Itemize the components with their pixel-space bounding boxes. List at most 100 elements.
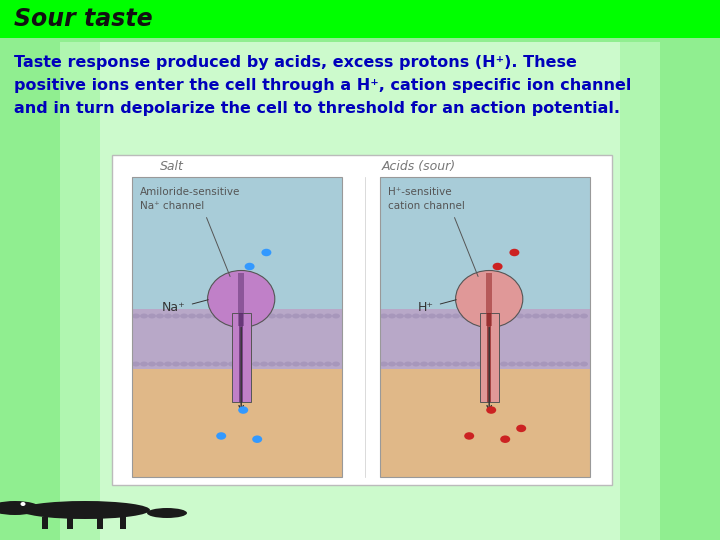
Ellipse shape xyxy=(204,314,212,319)
Ellipse shape xyxy=(516,361,524,367)
Ellipse shape xyxy=(436,314,444,319)
Ellipse shape xyxy=(260,314,268,319)
Ellipse shape xyxy=(244,361,252,367)
Ellipse shape xyxy=(236,361,244,367)
Ellipse shape xyxy=(444,314,452,319)
Text: Acids (sour): Acids (sour) xyxy=(382,160,456,173)
Ellipse shape xyxy=(300,314,308,319)
Bar xyxy=(380,177,590,477)
Ellipse shape xyxy=(460,314,468,319)
Text: Na⁺: Na⁺ xyxy=(162,301,186,314)
Bar xyxy=(100,42,620,540)
Ellipse shape xyxy=(532,314,540,319)
Ellipse shape xyxy=(540,361,548,367)
Text: Sour taste: Sour taste xyxy=(14,7,153,31)
Bar xyxy=(0,505,20,513)
Text: H⁺: H⁺ xyxy=(418,301,433,314)
Ellipse shape xyxy=(308,361,316,367)
Ellipse shape xyxy=(510,249,519,256)
Ellipse shape xyxy=(508,361,516,367)
Bar xyxy=(60,42,660,540)
Ellipse shape xyxy=(324,314,332,319)
Ellipse shape xyxy=(0,501,40,515)
Ellipse shape xyxy=(564,314,572,319)
Text: cation channel: cation channel xyxy=(388,201,465,211)
Ellipse shape xyxy=(428,314,436,319)
Ellipse shape xyxy=(261,249,271,256)
Ellipse shape xyxy=(380,314,388,319)
Ellipse shape xyxy=(476,314,484,319)
Ellipse shape xyxy=(236,314,244,319)
Ellipse shape xyxy=(276,361,284,367)
Bar xyxy=(238,273,244,326)
Ellipse shape xyxy=(148,314,156,319)
Ellipse shape xyxy=(300,361,308,367)
Bar xyxy=(132,309,342,369)
Ellipse shape xyxy=(140,314,148,319)
Ellipse shape xyxy=(548,314,556,319)
Ellipse shape xyxy=(180,314,188,319)
Bar xyxy=(112,155,612,485)
Ellipse shape xyxy=(420,361,428,367)
Ellipse shape xyxy=(428,361,436,367)
Ellipse shape xyxy=(572,361,580,367)
Ellipse shape xyxy=(156,314,164,319)
Ellipse shape xyxy=(492,361,500,367)
Bar xyxy=(486,273,492,326)
Text: Amiloride-sensitive: Amiloride-sensitive xyxy=(140,187,240,197)
Ellipse shape xyxy=(164,314,172,319)
Ellipse shape xyxy=(132,361,140,367)
Ellipse shape xyxy=(148,361,156,367)
Ellipse shape xyxy=(404,314,412,319)
Ellipse shape xyxy=(292,314,300,319)
Ellipse shape xyxy=(284,361,292,367)
Ellipse shape xyxy=(292,361,300,367)
Ellipse shape xyxy=(500,361,508,367)
Ellipse shape xyxy=(524,314,532,319)
Ellipse shape xyxy=(196,314,204,319)
Ellipse shape xyxy=(252,314,260,319)
Ellipse shape xyxy=(20,501,150,519)
Ellipse shape xyxy=(324,361,332,367)
Ellipse shape xyxy=(20,502,25,506)
Bar xyxy=(380,309,590,369)
Ellipse shape xyxy=(396,361,404,367)
Bar xyxy=(132,177,342,309)
Bar xyxy=(487,313,491,402)
Ellipse shape xyxy=(508,314,516,319)
Bar xyxy=(132,177,342,477)
Ellipse shape xyxy=(516,314,524,319)
Text: Na⁺ channel: Na⁺ channel xyxy=(140,201,204,211)
Ellipse shape xyxy=(332,361,340,367)
Ellipse shape xyxy=(388,361,396,367)
Ellipse shape xyxy=(380,361,388,367)
Bar xyxy=(42,517,48,529)
Ellipse shape xyxy=(556,361,564,367)
Ellipse shape xyxy=(492,314,500,319)
Ellipse shape xyxy=(260,361,268,367)
Ellipse shape xyxy=(180,361,188,367)
Ellipse shape xyxy=(404,361,412,367)
Ellipse shape xyxy=(252,435,262,443)
Ellipse shape xyxy=(172,314,180,319)
Ellipse shape xyxy=(532,361,540,367)
Ellipse shape xyxy=(188,314,196,319)
Bar xyxy=(67,517,73,529)
Ellipse shape xyxy=(516,424,526,432)
Ellipse shape xyxy=(412,361,420,367)
Bar xyxy=(97,517,103,529)
Ellipse shape xyxy=(132,314,140,319)
Ellipse shape xyxy=(484,361,492,367)
Ellipse shape xyxy=(564,361,572,367)
Text: Taste response produced by acids, excess protons (H⁺). These: Taste response produced by acids, excess… xyxy=(14,55,577,70)
Ellipse shape xyxy=(228,314,236,319)
Bar xyxy=(120,517,126,529)
Ellipse shape xyxy=(476,361,484,367)
Text: Salt: Salt xyxy=(160,160,184,173)
Ellipse shape xyxy=(444,361,452,367)
Ellipse shape xyxy=(228,361,236,367)
Ellipse shape xyxy=(188,361,196,367)
Ellipse shape xyxy=(216,432,226,440)
Ellipse shape xyxy=(332,314,340,319)
Ellipse shape xyxy=(156,361,164,367)
